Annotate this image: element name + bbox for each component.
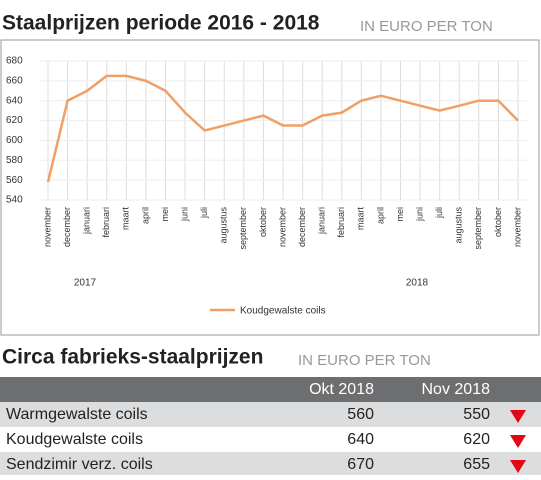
table: Okt 2018 Nov 2018 Warmgewalste coils 560 550… (0, 377, 541, 477)
x-tick-label: december (62, 207, 72, 247)
y-tick-label: 600 (6, 135, 23, 146)
x-tick-label: mei (395, 207, 405, 222)
year-label: 2018 (406, 278, 429, 289)
y-tick-label: 680 (6, 56, 23, 67)
x-tick-label: augustus (219, 207, 229, 244)
column-header: Okt 2018 (309, 381, 374, 398)
cell: 655 (463, 456, 490, 473)
year-label: 2017 (74, 278, 97, 289)
x-tick-label: september (473, 207, 483, 250)
x-tick-label: augustus (454, 207, 464, 244)
x-tick-label: oktober (493, 207, 503, 237)
x-tick-label: januari (317, 207, 327, 235)
y-tick-label: 560 (6, 175, 23, 186)
x-tick-label: december (297, 207, 307, 247)
table-row (0, 402, 541, 427)
x-tick-label: februari (101, 207, 111, 238)
cell: 620 (463, 431, 490, 448)
x-tick-label: februari (336, 207, 346, 238)
row-label: Sendzimir verz. coils (6, 456, 153, 473)
x-tick-label: september (238, 207, 248, 250)
x-tick-label: april (375, 207, 385, 224)
table-header (0, 377, 541, 402)
x-tick-label: november (42, 207, 52, 247)
table-row (0, 427, 541, 452)
x-tick-label: maart (121, 207, 131, 231)
down-arrow (510, 460, 526, 473)
cell: 640 (347, 431, 374, 448)
x-tick-label: januari (82, 207, 92, 235)
x-tick-label: juli (199, 207, 209, 219)
data-line (46, 74, 519, 183)
cell: 670 (347, 456, 374, 473)
cell: 560 (347, 406, 374, 423)
x-tick-label: april (140, 207, 150, 224)
x-tick-label: oktober (258, 207, 268, 237)
y-tick-label: 640 (6, 95, 23, 106)
chart-frame (0, 39, 540, 336)
x-tick-label: november (512, 207, 522, 247)
column-header: Nov 2018 (422, 381, 491, 398)
y-tick-label: 540 (6, 195, 23, 206)
x-tick-label: juni (414, 207, 424, 222)
table-subtitle: IN EURO PER TON (298, 352, 431, 369)
table-title: Circa fabrieks-staalprijzen (2, 346, 263, 369)
chart-subtitle: IN EURO PER TON (360, 18, 493, 35)
table-row (0, 452, 541, 477)
y-tick-label: 660 (6, 75, 23, 86)
legend-label: Koudgewalste coils (240, 306, 326, 317)
x-tick-label: november (277, 207, 287, 247)
down-arrow (510, 410, 526, 423)
x-tick-label: maart (356, 207, 366, 231)
x-tick-label: juni (179, 207, 189, 222)
x-tick-label: mei (160, 207, 170, 222)
y-tick-label: 580 (6, 155, 23, 166)
cell: 550 (463, 406, 490, 423)
down-arrow (510, 435, 526, 448)
chart-title: Staalprijzen periode 2016 - 2018 (2, 12, 320, 35)
row-label: Koudgewalste coils (6, 431, 143, 448)
y-tick-label: 620 (6, 115, 23, 126)
x-tick-label: juli (434, 207, 444, 219)
row-label: Warmgewalste coils (6, 406, 148, 423)
